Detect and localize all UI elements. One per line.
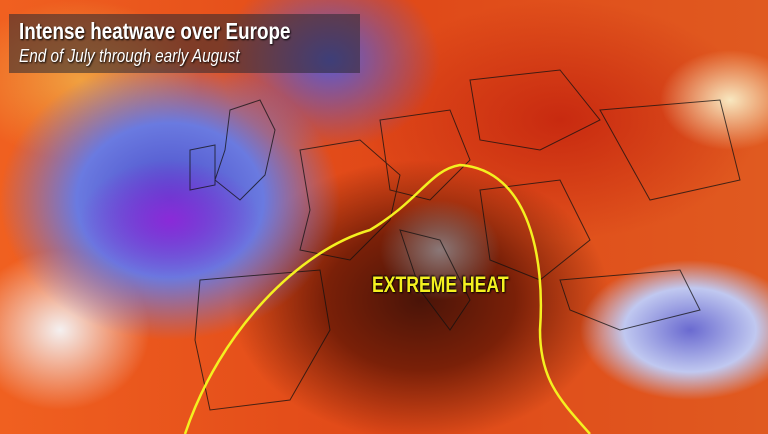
france-outline	[299, 139, 401, 261]
title-box: Intense heatwave over Europe End of July…	[9, 14, 361, 73]
ireland-outline	[189, 144, 216, 191]
map-subtitle: End of July through early August	[19, 46, 240, 66]
italy-outline	[399, 229, 471, 331]
great-britain-outline	[214, 99, 276, 201]
balkans-outline	[479, 179, 591, 281]
turkey-outline	[559, 269, 701, 331]
country-borders	[189, 69, 741, 411]
germany-outline	[379, 109, 471, 201]
ukraine-outline	[599, 99, 741, 201]
map-title: Intense heatwave over Europe	[19, 18, 291, 44]
extreme-heat-contour	[183, 163, 591, 434]
poland-outline	[469, 69, 601, 151]
iberia-outline	[194, 269, 331, 411]
extreme-heat-label: EXTREME HEAT	[372, 272, 509, 297]
